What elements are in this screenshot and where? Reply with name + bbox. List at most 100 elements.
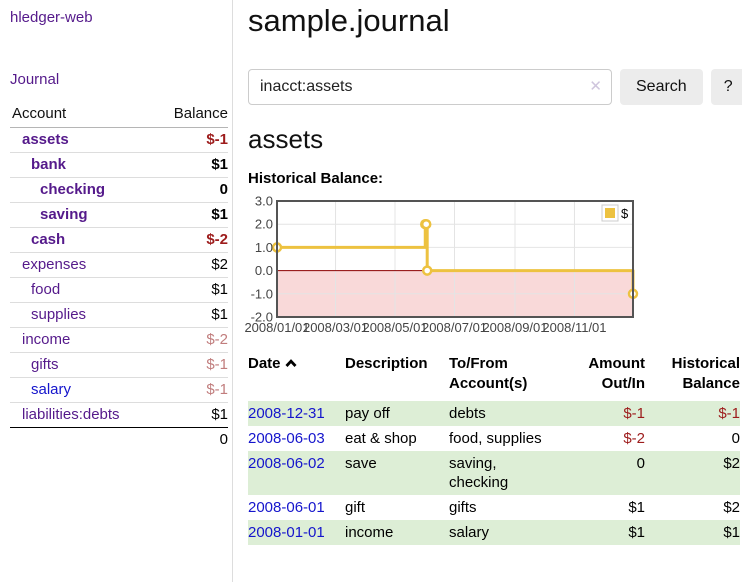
account-balance: $-1 [154,352,228,378]
register-header-description: Description [345,355,428,372]
transaction-accounts: salary [449,524,490,541]
transaction-balance: $2 [723,499,740,516]
register-row: 2008-06-02 save saving, checking 0 $2 [248,451,740,495]
account-link[interactable]: salary [31,381,72,398]
register-row: 2008-06-01 gift gifts $1 $2 [248,495,740,520]
transaction-balance: 0 [731,430,740,447]
transaction-description: eat & shop [345,430,417,447]
account-balance: $1 [154,277,228,303]
transaction-amount: $-1 [623,405,645,422]
account-link[interactable]: expenses [22,256,87,273]
app-title-link[interactable]: hledger-web [10,9,93,26]
sidebar: hledger-web Journal Account Balance asse… [0,0,233,582]
transaction-accounts: debts [449,405,486,422]
account-balance: $1 [154,202,228,228]
account-row: food $1 [10,277,228,303]
transaction-description: income [345,524,394,541]
transaction-description: save [345,455,377,472]
account-link[interactable]: gifts [31,356,59,373]
svg-text:-2.0: -2.0 [251,310,273,325]
page-title: sample.journal [248,3,450,38]
svg-text:2008/05/01: 2008/05/01 [362,320,427,335]
clear-search-icon[interactable]: ✕ [589,78,602,95]
main-content: sample.journal ✕ Search ? assets Histori… [233,0,742,582]
register-row: 2008-01-01 income salary $1 $1 [248,520,740,545]
account-row: checking 0 [10,177,228,203]
account-row: cash $-2 [10,227,228,253]
account-balance: $-1 [206,131,228,148]
search-input[interactable] [248,69,612,105]
account-balance: $-2 [154,227,228,253]
account-row: liabilities:debts $1 [10,402,228,428]
register-table-body: 2008-12-31 pay off debts $-1 $-1 2008-06-03 ea… [248,401,740,545]
transaction-balance: $-1 [718,405,740,422]
svg-text:2008/07/01: 2008/07/01 [422,320,487,335]
account-link[interactable]: saving [40,206,88,223]
transaction-accounts: gifts [449,499,477,516]
account-heading: assets [248,124,324,154]
account-balance: $-1 [154,377,228,403]
transaction-amount: $1 [628,524,645,541]
transaction-date-link[interactable]: 2008-01-01 [248,524,325,541]
account-link[interactable]: cash [31,231,66,248]
accounts-header-balance: Balance [154,103,228,128]
register-row: 2008-12-31 pay off debts $-1 $-1 [248,401,740,426]
transaction-date-link[interactable]: 2008-12-31 [248,405,325,422]
accounts-total-row: 0 [10,427,228,452]
account-row: expenses $2 [10,252,228,278]
transaction-amount: $1 [628,499,645,516]
account-row: gifts $-1 [10,352,228,378]
account-row: supplies $1 [10,302,228,328]
sort-ascending-icon [284,359,297,367]
account-balance: $1 [154,302,228,328]
svg-text:2.0: 2.0 [255,217,273,232]
register-header-date[interactable]: Date [248,354,345,401]
register-header-accounts: To/From Account(s) [449,355,528,392]
svg-text:1.0: 1.0 [255,240,273,255]
account-balance: 0 [154,177,228,203]
account-link[interactable]: supplies [31,306,87,323]
transaction-description: pay off [345,405,390,422]
account-balance: $1 [154,152,228,178]
register-row: 2008-06-03 eat & shop food, supplies $-2 0 [248,426,740,451]
svg-text:3.0: 3.0 [255,194,273,209]
transaction-date-link[interactable]: 2008-06-01 [248,499,325,516]
chart-label: Historical Balance: [248,170,384,187]
svg-text:$: $ [621,206,629,221]
account-row: income $-2 [10,327,228,353]
account-balance: $-2 [154,327,228,353]
transaction-accounts: saving, checking [449,455,509,491]
accounts-header-account: Account [10,103,155,128]
account-balance: $2 [154,252,228,278]
transaction-date-link[interactable]: 2008-06-02 [248,455,325,472]
transaction-description: gift [345,499,366,516]
account-row: saving $1 [10,202,228,228]
account-link[interactable]: assets [22,131,69,148]
balance-chart: 3.0 2.0 1.0 0.0 -1.0 -2.02008/01/012008/03/01… [244,194,639,335]
sidebar-item-journal[interactable]: Journal [10,71,60,88]
search-form: ✕ Search ? [248,69,742,105]
account-row: bank $1 [10,152,228,178]
accounts-total-value: 0 [154,427,228,452]
svg-text:2008/11/01: 2008/11/01 [542,320,606,335]
svg-text:-1.0: -1.0 [251,286,273,301]
register-header-balance: Historical Balance [671,355,740,392]
account-row: assets $-1 [10,128,228,153]
accounts-table-body: assets $-1 bank $1 checking 0 saving $1 cash $-2 e… [10,128,228,452]
svg-text:2008/09/01: 2008/09/01 [482,320,547,335]
transaction-balance: $2 [723,455,740,472]
transaction-date-link[interactable]: 2008-06-03 [248,430,325,447]
register-header-amount: Amount Out/In [588,355,645,392]
account-link[interactable]: bank [31,156,67,173]
account-link[interactable]: food [31,281,61,298]
transaction-amount: 0 [636,455,645,472]
account-link[interactable]: liabilities:debts [22,406,120,423]
search-button[interactable]: Search [620,69,703,105]
account-row: salary $-1 [10,377,228,403]
transaction-amount: $-2 [623,430,645,447]
account-link[interactable]: income [22,331,71,348]
account-link[interactable]: checking [40,181,106,198]
svg-text:2008/03/01: 2008/03/01 [303,320,368,335]
help-button[interactable]: ? [710,69,742,105]
transaction-balance: $1 [723,524,740,541]
